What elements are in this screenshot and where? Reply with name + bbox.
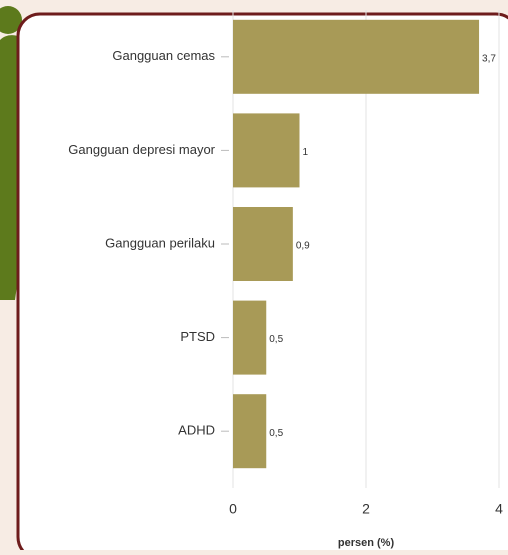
y-tick-label: Gangguan cemas [112,48,215,63]
y-tick-label: Gangguan perilaku [105,235,215,250]
value-label: 0,5 [269,428,283,439]
y-tick-label: PTSD [180,329,215,344]
chart-frame [18,14,508,550]
y-tick-label: ADHD [178,423,215,438]
value-label: 3,7 [482,53,496,64]
value-label: 1 [303,147,309,158]
chart: persen (%) 0 2 4 Gangguan cemas 3,7 Gangguan … [0,0,508,550]
value-label: 0,9 [296,241,310,252]
page: body { margin: 0; width: 508px; height: … [0,0,508,550]
bar [233,394,266,468]
bar [233,301,266,375]
x-tick-label: 2 [362,501,370,517]
x-tick-label: 4 [495,501,503,517]
x-axis-label: persen (%) [338,537,395,549]
value-label: 0,5 [269,334,283,345]
x-tick-label: 0 [229,501,237,517]
bar [233,20,479,94]
y-tick-label: Gangguan depresi mayor [68,142,215,157]
page-body: {"chart_data": {"type": "barh", "categor… [0,0,508,550]
bar [233,113,300,187]
bar [233,207,293,281]
